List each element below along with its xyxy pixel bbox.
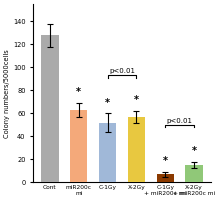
Text: *: *	[105, 98, 110, 108]
Text: *: *	[76, 87, 81, 97]
Bar	[41, 35, 59, 182]
Bar	[157, 174, 174, 182]
Bar	[70, 110, 87, 182]
Text: p<0.01: p<0.01	[109, 68, 135, 74]
Text: *: *	[192, 146, 197, 156]
Bar	[185, 165, 203, 182]
Text: p<0.01: p<0.01	[167, 118, 193, 124]
Text: *: *	[134, 95, 139, 105]
Bar	[99, 123, 116, 182]
Bar	[128, 117, 145, 182]
Y-axis label: Colony numbers/5000cells: Colony numbers/5000cells	[4, 49, 10, 138]
Text: *: *	[163, 156, 168, 166]
